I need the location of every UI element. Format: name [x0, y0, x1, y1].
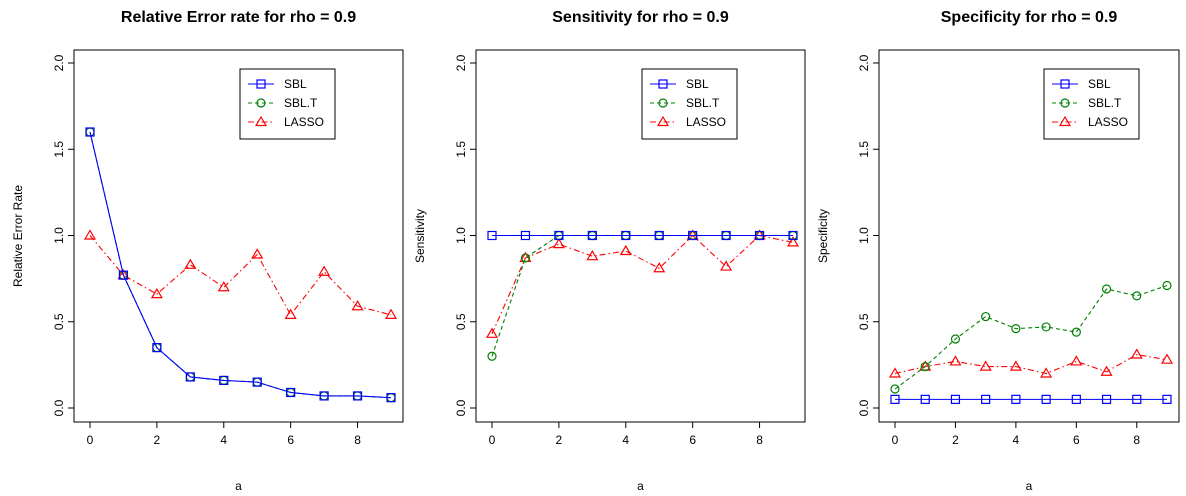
- y-tick-label: 2.0: [857, 54, 871, 71]
- y-tick-label: 0.0: [52, 399, 66, 416]
- x-tick-label: 4: [622, 433, 629, 447]
- x-tick-label: 2: [952, 433, 959, 447]
- y-axis-label: Specificity: [816, 209, 830, 263]
- series-sbl: [891, 395, 1171, 403]
- legend: SBL SBL.T LASSO: [240, 69, 335, 139]
- x-axis-label: a: [1026, 479, 1033, 493]
- y-tick-label: 2.0: [52, 54, 66, 71]
- legend-label: SBL: [686, 77, 709, 91]
- data-point: [1011, 362, 1021, 371]
- x-tick-label: 8: [1133, 433, 1140, 447]
- x-tick-label: 2: [154, 433, 161, 447]
- series-line: [90, 132, 391, 398]
- x-tick-label: 6: [1073, 433, 1080, 447]
- data-point: [85, 231, 95, 240]
- x-tick-label: 0: [892, 433, 899, 447]
- y-tick-label: 0.0: [857, 399, 871, 416]
- chart-title: Sensitivity for rho = 0.9: [552, 9, 729, 26]
- series-sbl-t: [86, 128, 395, 402]
- data-point: [319, 267, 329, 276]
- chart-title: Relative Error rate for rho = 0.9: [121, 9, 356, 26]
- series-line: [90, 132, 391, 398]
- y-tick-label: 1.0: [52, 227, 66, 244]
- data-point: [386, 310, 396, 319]
- x-tick-label: 0: [489, 433, 496, 447]
- legend-label: LASSO: [284, 115, 324, 129]
- x-tick-label: 2: [556, 433, 563, 447]
- plot-frame: [74, 50, 403, 422]
- data-point: [1102, 367, 1112, 376]
- y-tick-label: 1.5: [52, 141, 66, 158]
- data-point: [981, 362, 991, 371]
- y-tick-label: 1.0: [454, 227, 468, 244]
- data-point: [554, 239, 564, 248]
- legend-label: SBL.T: [1088, 96, 1122, 110]
- legend-label: LASSO: [686, 115, 726, 129]
- y-tick-label: 0.5: [52, 313, 66, 330]
- y-tick-label: 0.0: [454, 399, 468, 416]
- legend: SBL SBL.T LASSO: [1044, 69, 1139, 139]
- y-tick-label: 0.5: [454, 313, 468, 330]
- legend-label: LASSO: [1088, 115, 1128, 129]
- data-point: [950, 356, 960, 365]
- data-point: [982, 313, 990, 321]
- x-axis-label: a: [235, 479, 242, 493]
- x-tick-label: 4: [220, 433, 227, 447]
- series-sbl: [488, 232, 797, 240]
- legend-label: SBL.T: [284, 96, 318, 110]
- data-point: [1133, 292, 1141, 300]
- series-line: [895, 286, 1167, 390]
- x-tick-label: 4: [1013, 433, 1020, 447]
- y-tick-label: 1.5: [857, 141, 871, 158]
- panel-sensitivity: Sensitivity for rho = 0.9 0.0 0.5 1.0 1.5 2.0…: [413, 9, 805, 493]
- series-sbl-t: [891, 282, 1171, 394]
- legend-label: SBL.T: [686, 96, 720, 110]
- x-tick-label: 8: [354, 433, 361, 447]
- x-tick-label: 6: [287, 433, 294, 447]
- data-point: [1071, 356, 1081, 365]
- panel-relative-error: Relative Error rate for rho = 0.9 0.0 0.5 1…: [11, 9, 403, 493]
- legend: SBL SBL.T LASSO: [642, 69, 737, 139]
- x-tick-label: 8: [756, 433, 763, 447]
- x-tick-label: 6: [689, 433, 696, 447]
- y-tick-label: 2.0: [454, 54, 468, 71]
- legend-label: SBL: [1088, 77, 1111, 91]
- y-axis-label: Relative Error Rate: [11, 185, 25, 287]
- series-lasso: [85, 231, 396, 319]
- series-line: [492, 236, 793, 334]
- panel-specificity: Specificity for rho = 0.9 0.0 0.5 1.0 1.5 2.0…: [816, 9, 1179, 493]
- y-axis-label: Sensitivity: [413, 209, 427, 263]
- y-tick-label: 0.5: [857, 313, 871, 330]
- series-lasso: [890, 350, 1172, 377]
- x-tick-label: 0: [87, 433, 94, 447]
- series-sbl-t: [488, 232, 797, 361]
- data-point: [286, 310, 296, 319]
- series-sbl: [86, 128, 395, 402]
- series-line: [90, 236, 391, 315]
- y-tick-label: 1.5: [454, 141, 468, 158]
- y-tick-label: 1.0: [857, 227, 871, 244]
- legend-label: SBL: [284, 77, 307, 91]
- chart-title: Specificity for rho = 0.9: [941, 9, 1118, 26]
- series-lasso: [487, 231, 798, 338]
- x-axis-label: a: [637, 479, 644, 493]
